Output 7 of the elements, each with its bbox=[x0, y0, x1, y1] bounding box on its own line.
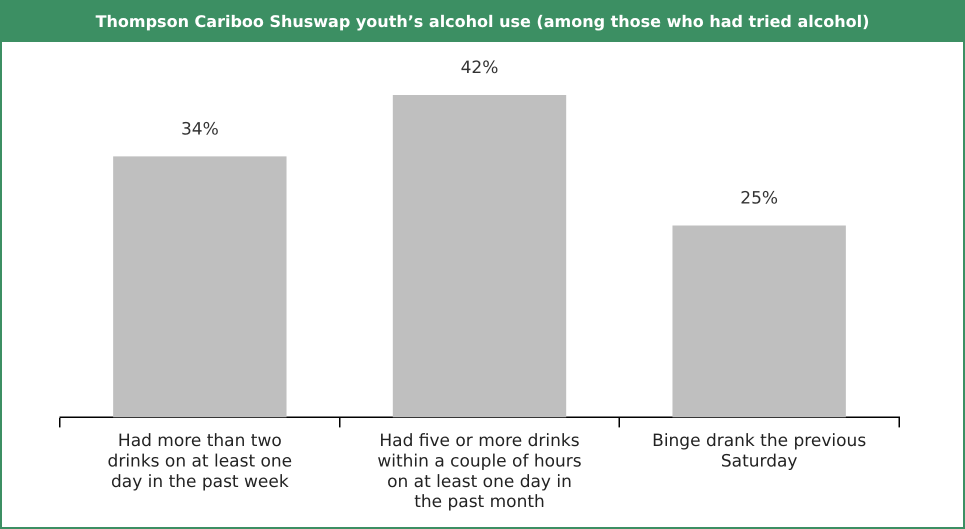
x-tick-label: Had five or more drinks within a couple of hours on at least one day in the past month bbox=[377, 431, 582, 512]
x-tick-label: Binge drank the previous Saturday bbox=[652, 431, 866, 472]
data-label: 34% bbox=[180, 119, 219, 140]
data-label: 42% bbox=[460, 58, 498, 78]
chart-title: Thompson Cariboo Shuswap youth’s alcohol use (among those who had tried alcohol) bbox=[2, 2, 963, 42]
x-tick-label: Had more than two drinks on at least one day in the past week bbox=[108, 431, 292, 492]
data-label: 25% bbox=[740, 188, 778, 208]
